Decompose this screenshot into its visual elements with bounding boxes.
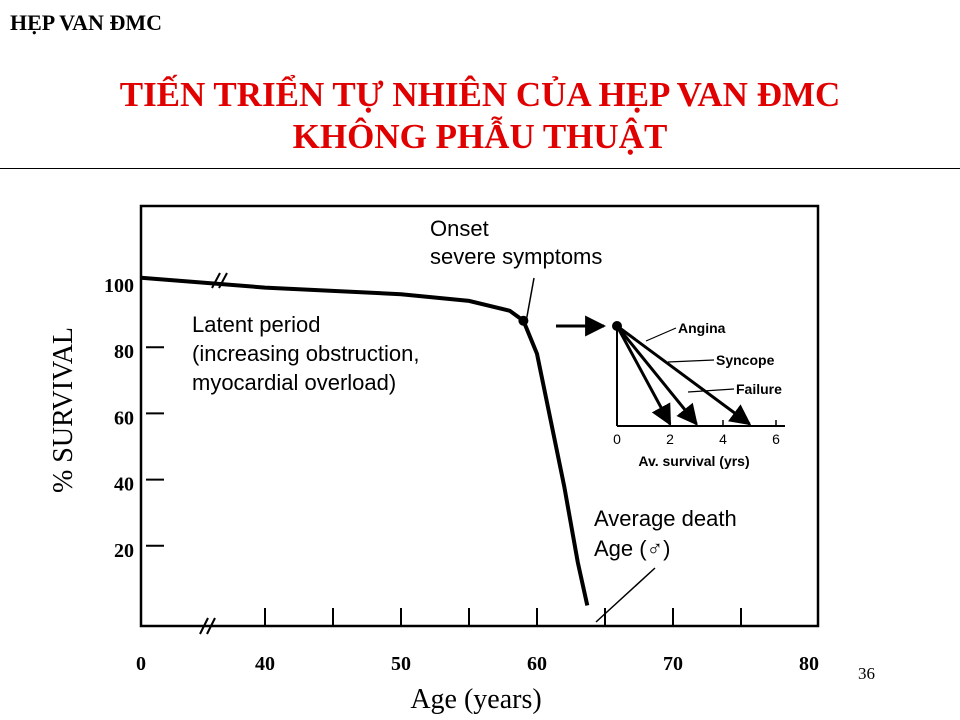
title-divider bbox=[0, 168, 960, 169]
inset-origin-point bbox=[612, 321, 622, 331]
plot-frame bbox=[139, 204, 820, 628]
x-axis-break-mark bbox=[199, 617, 216, 635]
latent-label-line-2: (increasing obstruction, bbox=[192, 341, 419, 366]
inset-x-tick-label: 6 bbox=[772, 431, 780, 447]
inset-x-tick-label: 0 bbox=[613, 431, 621, 447]
onset-point bbox=[518, 315, 529, 326]
death-label-line-1: Average death bbox=[594, 506, 737, 531]
x-tick-label: 60 bbox=[527, 653, 547, 675]
inset-leader-line bbox=[645, 327, 677, 342]
inset-series-label: Syncope bbox=[716, 352, 775, 368]
onset-pointer-line bbox=[525, 277, 535, 323]
slide-title: TIẾN TRIỂN TỰ NHIÊN CỦA HẸP VAN ĐMC KHÔN… bbox=[0, 74, 960, 158]
inset-chart: 0 2 4 6 Angina Syncope Failure Av. survival (… bbox=[612, 320, 785, 469]
inset-series-line-syncope bbox=[615, 325, 698, 426]
latent-label-line-3: myocardial overload) bbox=[192, 370, 396, 395]
x-tick-label: 0 bbox=[136, 653, 146, 675]
title-line-2: KHÔNG PHẪU THUẬT bbox=[292, 117, 668, 156]
latent-label-line-1: Latent period bbox=[192, 312, 320, 337]
inset-series-line-failure bbox=[615, 325, 672, 426]
x-tick-label: 40 bbox=[255, 653, 275, 675]
y-tick-label: 40 bbox=[114, 474, 134, 496]
inset-series-label: Angina bbox=[678, 320, 726, 336]
inset-x-tick-label: 4 bbox=[719, 431, 727, 447]
death-label-line-2: Age (♂) bbox=[594, 536, 670, 561]
x-tick-label: 50 bbox=[391, 653, 411, 675]
y-tick-label: 80 bbox=[114, 341, 134, 363]
y-tick-label: 60 bbox=[114, 407, 134, 429]
inset-x-tick-label: 2 bbox=[666, 431, 674, 447]
slide-header: HẸP VAN ĐMC bbox=[10, 10, 162, 35]
inset-series-line-angina bbox=[616, 324, 752, 426]
onset-label-line-2: severe symptoms bbox=[430, 244, 602, 269]
inset-leader-line bbox=[667, 359, 715, 363]
x-tick-label: 70 bbox=[663, 653, 683, 675]
x-tick-label: 80 bbox=[799, 653, 819, 675]
inset-leader-line bbox=[687, 388, 735, 393]
page-number: 36 bbox=[858, 664, 875, 683]
onset-label-line-1: Onset bbox=[430, 216, 489, 241]
y-tick-label: 100 bbox=[104, 275, 134, 297]
title-line-1: TIẾN TRIỂN TỰ NHIÊN CỦA HẸP VAN ĐMC bbox=[119, 75, 841, 114]
y-axis-label: % SURVIVAL bbox=[48, 327, 79, 493]
x-axis-label: Age (years) bbox=[410, 684, 541, 715]
y-tick-label: 20 bbox=[114, 540, 134, 562]
death-pointer-line bbox=[595, 567, 656, 623]
inset-series-label: Failure bbox=[736, 381, 782, 397]
inset-x-axis-label: Av. survival (yrs) bbox=[638, 453, 749, 469]
